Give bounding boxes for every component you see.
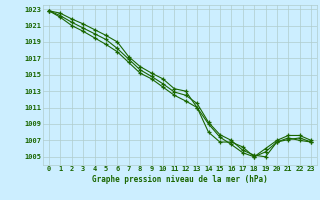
- X-axis label: Graphe pression niveau de la mer (hPa): Graphe pression niveau de la mer (hPa): [92, 175, 268, 184]
